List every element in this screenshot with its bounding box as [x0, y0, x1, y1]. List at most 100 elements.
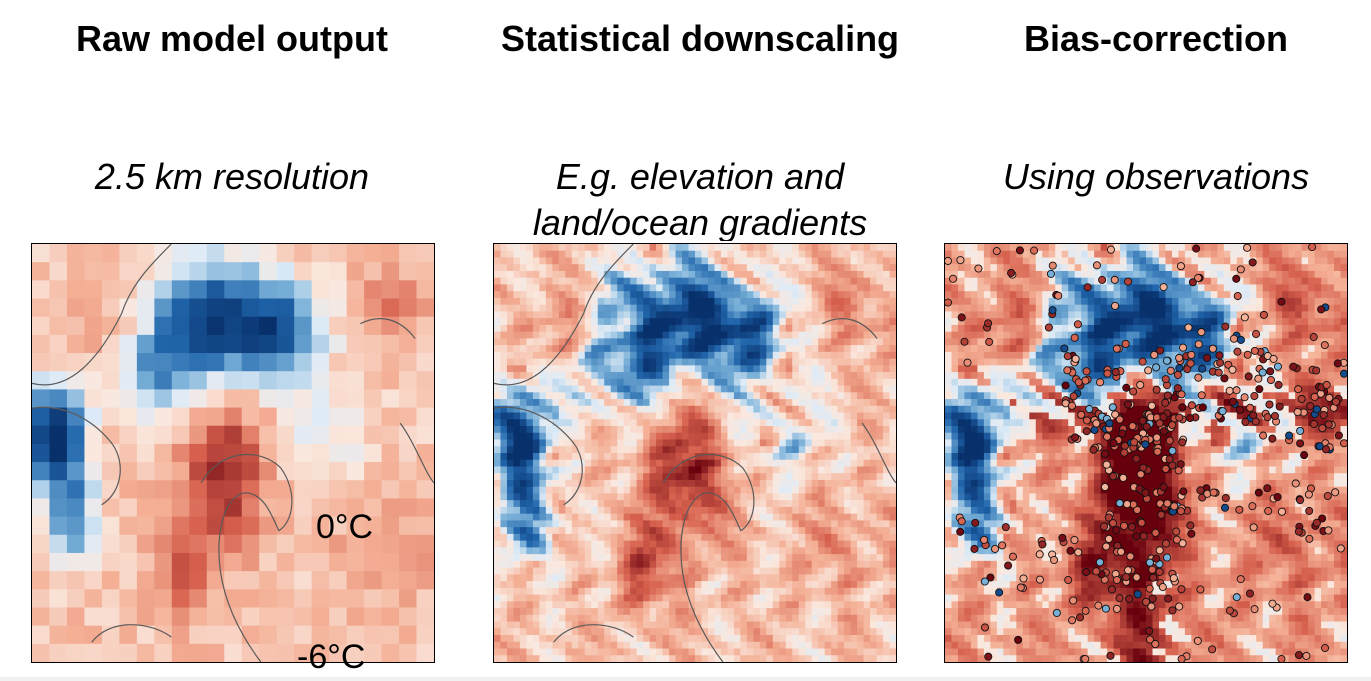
grid-cell: [805, 399, 813, 407]
grid-cell: [171, 298, 190, 318]
grid-cell: [1340, 257, 1347, 265]
grid-cell: [746, 621, 754, 629]
grid-cell: [759, 581, 767, 589]
grid-cell: [597, 486, 605, 495]
grid-cell: [746, 648, 754, 656]
grid-cell: [276, 425, 295, 445]
grid-cell: [526, 466, 534, 474]
grid-cell: [119, 389, 138, 409]
grid-cell: [513, 264, 521, 272]
grid-cell: [746, 244, 754, 252]
grid-cell: [643, 291, 651, 299]
grid-cell: [669, 540, 677, 548]
grid-cell: [701, 405, 709, 414]
grid-cell: [276, 480, 295, 500]
coastline: [32, 244, 434, 662]
grid-cell: [688, 419, 696, 427]
grid-cell: [206, 534, 225, 554]
grid-cell: [857, 581, 865, 589]
grid-cell: [740, 527, 748, 535]
grid-cell: [552, 405, 560, 414]
grid-cell: [675, 527, 683, 535]
grid-cell: [837, 533, 845, 542]
grid-cell: [526, 250, 534, 259]
grid-cell: [604, 486, 612, 495]
grid-cell: [1146, 257, 1154, 265]
grid-cell: [811, 291, 819, 299]
grid-cell: [1165, 297, 1173, 306]
grid-cell: [578, 446, 586, 454]
grid-cell: [753, 453, 761, 461]
grid-cell: [785, 520, 793, 528]
grid-cell: [597, 270, 605, 279]
grid-cell: [591, 244, 599, 252]
grid-cell: [837, 419, 845, 427]
grid-cell: [818, 547, 826, 555]
grid-cell: [662, 257, 670, 265]
grid-cell: [669, 520, 677, 528]
grid-cell: [688, 250, 696, 259]
grid-cell: [669, 581, 677, 589]
grid-cell: [494, 554, 502, 562]
grid-cell: [695, 581, 703, 589]
grid-cell: [617, 628, 625, 636]
grid-cell: [597, 250, 605, 259]
grid-cell: [695, 587, 703, 596]
grid-cell: [119, 371, 138, 390]
grid-cell: [766, 291, 774, 299]
grid-cell: [1178, 284, 1186, 292]
grid-cell: [669, 533, 677, 542]
grid-cell: [669, 304, 677, 313]
grid-cell: [753, 554, 761, 562]
grid-cell: [772, 500, 780, 508]
grid-cell: [714, 331, 722, 339]
grid-cell: [643, 608, 651, 616]
grid-cell: [707, 419, 716, 427]
grid-cell: [883, 587, 891, 596]
grid-cell: [571, 648, 579, 656]
grid-cell: [964, 250, 972, 259]
grid-cell: [1314, 250, 1322, 259]
grid-cell: [831, 419, 839, 427]
grid-cell: [643, 473, 651, 481]
grid-cell: [714, 574, 722, 582]
grid-cell: [1165, 270, 1173, 279]
grid-cell: [494, 304, 502, 313]
grid-cell: [1223, 257, 1231, 265]
grid-cell: [876, 358, 884, 366]
grid-cell: [591, 311, 599, 319]
grid-cell: [844, 554, 852, 562]
grid-cell: [669, 479, 677, 488]
grid-cell: [753, 311, 761, 319]
grid-cell: [675, 270, 683, 279]
grid-cell: [1022, 304, 1030, 313]
grid-cell: [695, 635, 703, 643]
grid-cell: [883, 412, 891, 420]
grid-cell: [276, 262, 295, 281]
grid-cell: [766, 405, 774, 414]
grid-cell: [688, 587, 696, 596]
grid-cell: [630, 547, 638, 555]
grid-cell: [727, 405, 735, 414]
grid-cell: [1340, 244, 1347, 252]
grid-cell: [889, 533, 896, 542]
grid-cell: [714, 304, 722, 313]
grid-cell: [733, 297, 741, 306]
grid-cell: [500, 473, 508, 481]
grid-cell: [990, 304, 998, 313]
grid-cell: [863, 318, 871, 326]
grid-cell: [785, 277, 793, 286]
grid-cell: [630, 277, 638, 286]
grid-cell: [682, 412, 690, 420]
grid-cell: [578, 378, 586, 387]
grid-cell: [753, 641, 761, 650]
grid-cell: [494, 264, 502, 272]
grid-cell: [552, 614, 560, 623]
grid-cell: [805, 264, 813, 272]
grid-cell: [636, 567, 644, 575]
grid-cell: [545, 453, 553, 461]
grid-cell: [798, 270, 806, 279]
map-panel-raw-model: [31, 243, 435, 663]
grid-cell: [857, 601, 865, 609]
grid-cell: [597, 520, 605, 528]
